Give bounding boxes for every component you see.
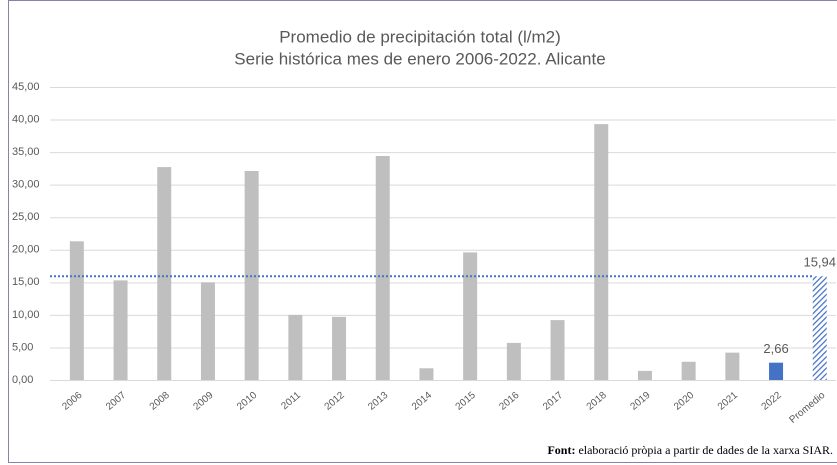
bar (725, 352, 740, 380)
chart-title: Promedio de precipitación total (l/m2) (279, 27, 561, 46)
source-note: Font: elaboració pròpia a partir de dade… (547, 443, 833, 457)
chart-subtitle: Serie histórica mes de enero 2006-2022. … (234, 49, 605, 68)
y-tick-label: 5,00 (12, 341, 33, 353)
data-label: 2,66 (763, 341, 788, 356)
bar (506, 342, 521, 380)
y-tick-label: 30,00 (12, 179, 40, 191)
source-label: Font: (547, 443, 575, 457)
bar (419, 368, 434, 380)
y-tick-label: 40,00 (12, 113, 40, 125)
bar (463, 252, 478, 380)
source-text: elaboració pròpia a partir de dades de l… (578, 443, 833, 457)
bar (637, 370, 652, 380)
bar (113, 280, 128, 380)
bar (594, 124, 609, 380)
y-tick-label: 15,00 (12, 276, 40, 288)
bar (288, 314, 303, 380)
y-tick-label: 45,00 (12, 81, 40, 93)
bar (812, 276, 827, 380)
bar (157, 167, 172, 380)
bar (681, 361, 696, 380)
bar (200, 282, 215, 380)
y-tick-label: 0,00 (12, 374, 33, 386)
data-label: 15,94 (803, 255, 836, 270)
y-tick-label: 35,00 (12, 146, 40, 158)
bar (69, 241, 84, 380)
y-tick-label: 10,00 (12, 309, 40, 321)
y-tick-label: 25,00 (12, 211, 40, 223)
bar (332, 316, 347, 380)
bar (375, 156, 390, 380)
y-tick-label: 20,00 (12, 244, 40, 256)
bar (769, 362, 784, 380)
bar (550, 320, 565, 380)
